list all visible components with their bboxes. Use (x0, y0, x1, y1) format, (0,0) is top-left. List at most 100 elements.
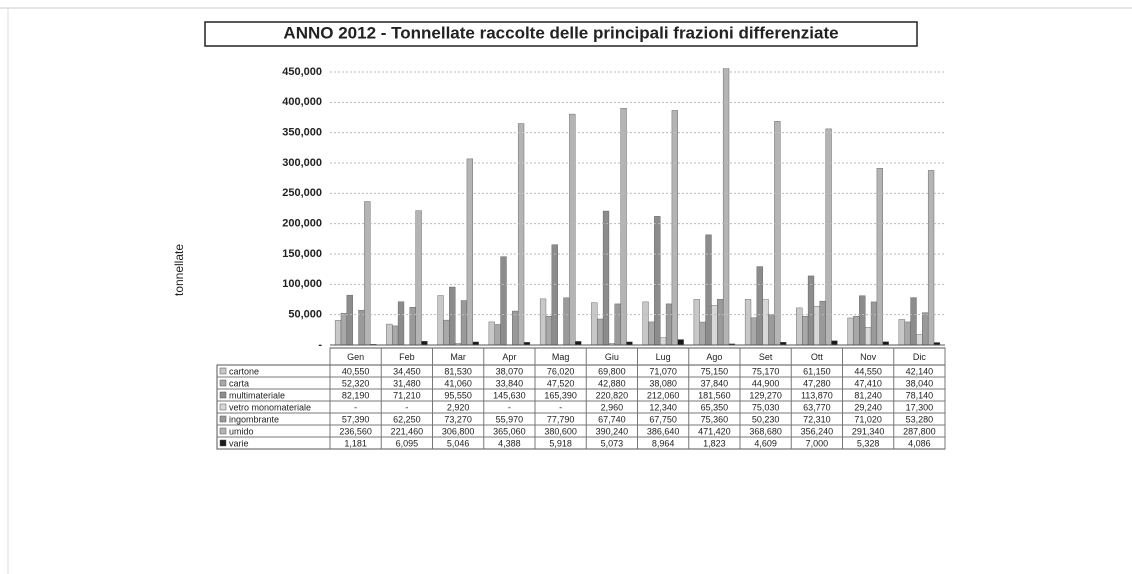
table-value: 44,900 (752, 378, 780, 388)
legend-swatch (219, 415, 227, 423)
bar (677, 339, 684, 346)
table-value: 76,020 (547, 366, 575, 376)
table-value: 165,390 (544, 390, 577, 400)
table-value: 71,210 (393, 390, 421, 400)
table-value: 5,073 (601, 438, 624, 448)
table-value: 72,310 (803, 414, 831, 424)
x-tick-label: Mag (552, 352, 570, 362)
table-value: 82,190 (342, 390, 370, 400)
bar (756, 266, 763, 346)
bar (904, 321, 911, 346)
legend-swatch (219, 367, 227, 375)
table-value: 75,150 (701, 366, 729, 376)
x-tick-label: Gen (347, 352, 364, 362)
bar (774, 121, 781, 346)
table-value: 471,420 (698, 426, 731, 436)
bar (421, 341, 428, 346)
table-value: 57,390 (342, 414, 370, 424)
x-tick-label: Apr (502, 352, 516, 362)
table-value: 6,095 (396, 438, 419, 448)
bar (853, 316, 860, 346)
table-value: - (405, 402, 408, 412)
bar (614, 303, 621, 346)
bar (488, 321, 495, 346)
bar (659, 337, 667, 346)
table-value: 78,140 (906, 390, 934, 400)
table-value: 34,450 (393, 366, 421, 376)
table-value: - (508, 402, 511, 412)
legend-swatch (219, 439, 227, 447)
bar (671, 110, 678, 346)
legend-swatch (219, 391, 227, 399)
x-tick-label: Lug (656, 352, 671, 362)
bar (922, 312, 929, 346)
bar (517, 123, 525, 346)
table-value: 5,918 (549, 438, 572, 448)
bar (443, 319, 450, 346)
table-value: 40,550 (342, 366, 370, 376)
table-value: 38,070 (496, 366, 524, 376)
y-tick-label: - (318, 339, 322, 351)
bar (717, 299, 724, 346)
y-tick-label: 100,000 (282, 278, 322, 290)
bar (602, 210, 610, 346)
table-value: 75,030 (752, 402, 780, 412)
bar (409, 307, 416, 346)
bar (575, 341, 582, 346)
table-value: 181,560 (698, 390, 731, 400)
table-value: 12,340 (649, 402, 677, 412)
bar (334, 320, 342, 346)
legend-label: ingombrante (229, 414, 279, 424)
x-tick-label: Nov (860, 352, 877, 362)
x-tick-label: Giu (605, 352, 619, 362)
table-value: 62,250 (393, 414, 421, 424)
bar (512, 310, 519, 346)
y-tick-label: 200,000 (282, 218, 322, 230)
table-value: 33,840 (496, 378, 524, 388)
legend-label: varie (229, 438, 249, 448)
bar (819, 300, 826, 346)
bar (654, 216, 661, 346)
bar (916, 334, 923, 346)
y-tick-label: 400,000 (282, 96, 322, 108)
bar (813, 306, 821, 346)
y-axis-label: tonnellate (172, 244, 186, 296)
legend-swatch (219, 403, 227, 411)
x-tick-label: Feb (399, 352, 415, 362)
table-value: 81,240 (854, 390, 882, 400)
y-tick-label: 350,000 (282, 127, 322, 139)
bar (802, 316, 809, 346)
bar (397, 301, 405, 346)
table-value: 95,550 (444, 390, 472, 400)
table-value: - (559, 402, 562, 412)
bar (870, 301, 878, 346)
bar (705, 234, 712, 346)
x-tick-label: Mar (450, 352, 466, 362)
bar (859, 295, 866, 346)
bar (346, 294, 353, 346)
table-value: 4,609 (754, 438, 777, 448)
table-value: 220,820 (596, 390, 629, 400)
bar (665, 303, 673, 346)
bar (796, 307, 803, 346)
table-value: 75,170 (752, 366, 780, 376)
bar (500, 256, 507, 346)
x-tick-label: Set (759, 352, 773, 362)
table-value: 1,823 (703, 438, 726, 448)
bar (898, 319, 905, 346)
table-border (216, 364, 946, 450)
table-value: 75,360 (701, 414, 729, 424)
table-value: 2,960 (601, 402, 624, 412)
bar (831, 340, 838, 346)
table-value: 287,800 (903, 426, 936, 436)
table-value: 7,000 (806, 438, 829, 448)
bar (744, 299, 752, 346)
table-value: 212,060 (647, 390, 680, 400)
bar (563, 297, 570, 346)
bar (927, 170, 935, 346)
table-value: 390,240 (596, 426, 629, 436)
bar (569, 113, 576, 346)
bar (340, 313, 348, 346)
table-value: 67,750 (649, 414, 677, 424)
chart-title: ANNO 2012 - Tonnellate raccolte delle pr… (283, 23, 838, 42)
